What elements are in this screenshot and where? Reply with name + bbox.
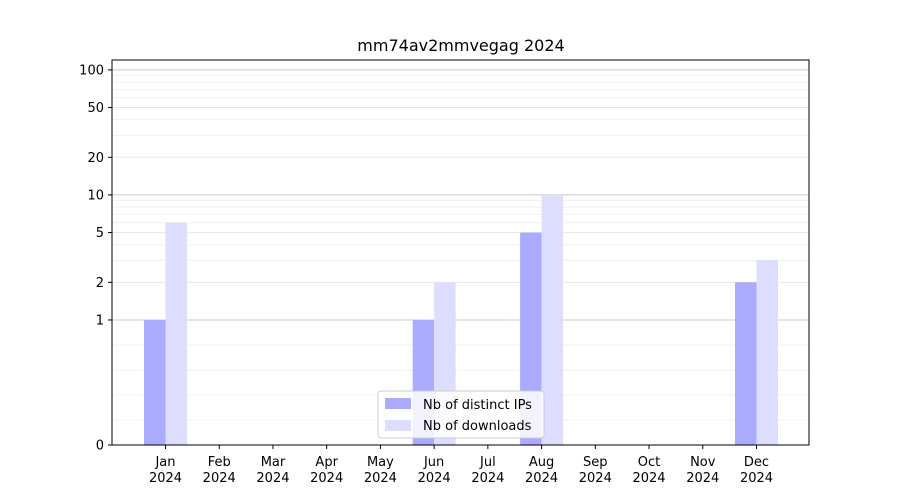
x-tick-label-year: 2024: [632, 471, 665, 486]
legend-swatch-distinct-ips: [385, 398, 411, 409]
y-tick-label: 5: [96, 226, 104, 241]
x-tick-label-month: Jul: [479, 455, 496, 470]
y-tick-label: 20: [87, 151, 104, 166]
bar-downloads: [756, 260, 778, 445]
x-tick-label-year: 2024: [579, 471, 612, 486]
x-axis: Jan2024Feb2024Mar2024Apr2024May2024Jun20…: [149, 445, 773, 486]
y-tick-label: 10: [87, 188, 104, 203]
y-axis: 0 1 2 5 10 20 50 100: [79, 63, 112, 454]
bar-distinct-ips: [735, 282, 757, 445]
legend: Nb of distinct IPs Nb of downloads: [377, 390, 545, 439]
x-tick-label-year: 2024: [686, 471, 719, 486]
x-tick-label-year: 2024: [203, 471, 236, 486]
x-tick-label-month: May: [367, 455, 394, 470]
x-tick-label-month: Jun: [423, 455, 444, 470]
x-tick-label-month: Aug: [529, 455, 554, 470]
legend-swatch-downloads: [385, 420, 411, 431]
x-tick-label-year: 2024: [364, 471, 397, 486]
x-tick-label-month: Apr: [315, 455, 338, 470]
x-tick-label-month: Feb: [208, 455, 231, 470]
y-tick-label: 0: [96, 439, 104, 454]
x-tick-label-year: 2024: [471, 471, 504, 486]
x-tick-label-year: 2024: [525, 471, 558, 486]
y-tick-label: 2: [96, 276, 104, 291]
x-tick-label-month: Nov: [690, 455, 716, 470]
x-tick-label-year: 2024: [149, 471, 182, 486]
x-tick-label-month: Oct: [638, 455, 660, 470]
legend-label-distinct-ips: Nb of distinct IPs: [423, 398, 532, 413]
x-tick-label-year: 2024: [740, 471, 773, 486]
legend-label-downloads: Nb of downloads: [423, 419, 532, 434]
y-tick-label: 50: [87, 101, 104, 116]
grid-lines: [112, 69, 809, 421]
y-tick-label: 100: [79, 63, 104, 78]
x-tick-label-year: 2024: [256, 471, 289, 486]
y-tick-label: 1: [96, 313, 104, 328]
x-tick-label-year: 2024: [418, 471, 451, 486]
x-tick-label-month: Sep: [583, 455, 608, 470]
chart-title: mm74av2mmvegag 2024: [357, 36, 564, 55]
x-tick-label-month: Dec: [744, 455, 769, 470]
x-tick-label-month: Mar: [261, 455, 286, 470]
x-tick-label-month: Jan: [154, 455, 175, 470]
plot-frame: [111, 59, 810, 446]
bar-distinct-ips: [144, 319, 166, 445]
bar-downloads: [165, 222, 187, 445]
bar-downloads: [541, 194, 564, 445]
x-tick-label-year: 2024: [310, 471, 343, 486]
legend-box: [377, 390, 545, 439]
